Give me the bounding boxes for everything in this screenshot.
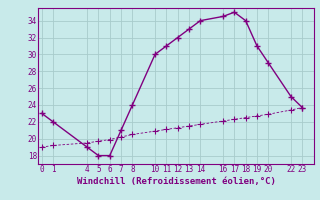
X-axis label: Windchill (Refroidissement éolien,°C): Windchill (Refroidissement éolien,°C) [76, 177, 276, 186]
